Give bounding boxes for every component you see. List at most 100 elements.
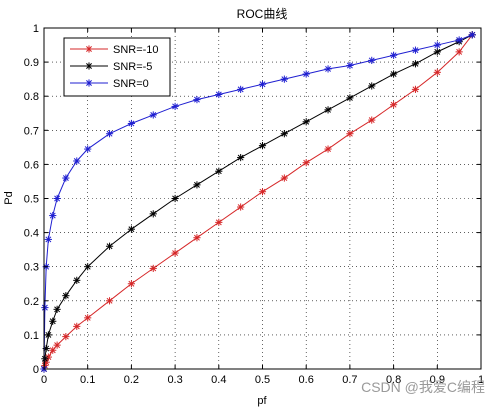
x-tick-label: 0.6 xyxy=(299,374,314,386)
data-point xyxy=(149,111,157,119)
data-point xyxy=(411,85,420,93)
data-point xyxy=(41,304,49,312)
data-point xyxy=(368,82,376,90)
data-point xyxy=(390,51,398,59)
data-point xyxy=(280,130,288,138)
data-point xyxy=(346,130,354,138)
legend-box xyxy=(63,37,171,97)
data-point xyxy=(215,218,223,226)
y-tick-label: 0.8 xyxy=(24,91,39,103)
legend-marker xyxy=(85,79,93,87)
data-point xyxy=(171,249,179,257)
y-axis-label: Pd xyxy=(3,191,15,204)
legend: SNR=-10 SNR=-5 SNR=0 xyxy=(63,37,171,97)
series-layer xyxy=(40,31,476,373)
data-point xyxy=(149,210,157,218)
chart-title: ROC曲线 xyxy=(237,7,288,21)
legend-label: SNR=-10 xyxy=(113,44,159,56)
data-point xyxy=(411,46,420,54)
series-snr-0 xyxy=(40,31,476,373)
data-point xyxy=(73,322,81,330)
data-point xyxy=(127,119,135,128)
data-point xyxy=(346,61,354,70)
data-point xyxy=(105,297,114,305)
data-point xyxy=(41,355,49,363)
x-tick-label: 0.8 xyxy=(386,374,401,386)
data-point xyxy=(171,194,179,203)
data-point xyxy=(324,145,332,153)
data-point xyxy=(49,346,57,354)
data-point xyxy=(62,333,70,341)
data-point xyxy=(237,153,245,162)
data-point xyxy=(258,142,267,150)
y-tick-label: 0.9 xyxy=(24,57,39,69)
data-point xyxy=(215,167,223,175)
data-point xyxy=(258,80,267,88)
data-point xyxy=(171,102,179,111)
data-point xyxy=(433,68,441,76)
legend-label: SNR=0 xyxy=(113,78,149,90)
data-point xyxy=(433,41,441,49)
y-tick-label: 0.2 xyxy=(24,296,39,308)
data-point xyxy=(258,188,267,196)
data-point xyxy=(127,225,135,233)
data-point xyxy=(105,130,114,138)
data-point xyxy=(193,181,201,189)
data-point xyxy=(368,116,376,124)
data-point xyxy=(73,276,81,284)
data-point xyxy=(280,174,288,182)
data-point xyxy=(49,211,57,220)
data-point xyxy=(44,235,52,244)
x-tick-label: 1 xyxy=(478,374,484,386)
y-tick-label: 0.4 xyxy=(24,228,39,240)
data-point xyxy=(84,145,92,153)
data-point xyxy=(411,60,420,68)
x-axis-label: pf xyxy=(257,395,267,407)
data-point xyxy=(193,96,201,104)
y-tick-label: 0.7 xyxy=(24,125,39,137)
data-point xyxy=(324,106,332,114)
data-point xyxy=(84,263,92,271)
legend-item: SNR=0 xyxy=(70,78,149,90)
legend-item: SNR=-5 xyxy=(70,61,152,73)
data-point xyxy=(324,65,332,73)
x-tick-label: 0.3 xyxy=(167,374,182,386)
data-point xyxy=(302,118,310,126)
y-tick-label: 0 xyxy=(33,364,39,376)
y-tick-label: 0.1 xyxy=(24,330,39,342)
data-point xyxy=(215,90,223,99)
data-point xyxy=(62,174,70,182)
x-tick-label: 0.4 xyxy=(211,374,226,386)
legend-marker xyxy=(85,62,93,70)
legend-item: SNR=-10 xyxy=(70,44,159,56)
data-point xyxy=(53,341,61,349)
y-tick-label: 1 xyxy=(33,23,39,35)
x-tick-label: 0.5 xyxy=(255,374,270,386)
data-point xyxy=(73,157,81,165)
watermark: CSDN @我爱C编程 xyxy=(361,379,485,395)
data-point xyxy=(127,280,135,288)
data-point xyxy=(302,70,310,78)
data-point xyxy=(390,70,398,78)
data-point xyxy=(84,314,92,322)
data-point xyxy=(346,94,354,102)
data-point xyxy=(237,85,245,93)
data-point xyxy=(455,48,463,56)
x-tick-label: 0.2 xyxy=(124,374,139,386)
data-point xyxy=(237,203,245,211)
data-point xyxy=(433,48,441,56)
series-snr-5 xyxy=(40,31,476,373)
data-point xyxy=(53,194,61,203)
legend-items: SNR=-10 SNR=-5 SNR=0 xyxy=(70,44,159,90)
data-point xyxy=(149,264,157,273)
data-point xyxy=(53,305,61,313)
data-point xyxy=(62,292,70,300)
data-point xyxy=(105,242,114,250)
x-tick-label: 0.7 xyxy=(342,374,357,386)
x-tick-label: 0.9 xyxy=(430,374,445,386)
y-tick-label: 0.3 xyxy=(24,262,39,274)
data-point xyxy=(390,101,398,109)
legend-marker xyxy=(85,45,93,53)
data-point xyxy=(193,234,201,242)
